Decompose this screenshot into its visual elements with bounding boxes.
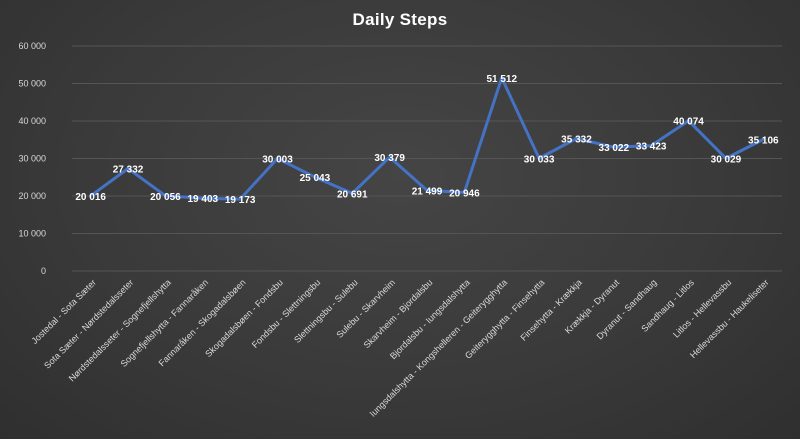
data-point — [126, 167, 130, 171]
x-tick-label: Skarvheim - Bjordalsbu — [362, 277, 435, 350]
data-point — [313, 175, 317, 179]
gridlines — [72, 45, 782, 272]
data-label: 33 423 — [636, 142, 667, 153]
data-point — [761, 137, 765, 141]
data-label: 30 029 — [711, 154, 742, 165]
y-tick-label: 20 000 — [18, 191, 46, 201]
series-line — [89, 76, 765, 201]
y-axis-ticks: 0 10 000 20 000 30 000 40 000 50 000 60 000 — [18, 41, 46, 276]
y-tick-label: 10 000 — [18, 229, 46, 239]
data-point — [649, 144, 653, 148]
data-label: 33 022 — [599, 143, 630, 154]
data-point — [462, 190, 466, 194]
data-point — [89, 194, 93, 198]
data-point — [612, 145, 616, 149]
series-steps — [89, 76, 765, 201]
data-label: 40 074 — [673, 117, 704, 128]
data-point — [687, 119, 691, 123]
x-tick-label: Skogadalsbøen - Fondsbu — [203, 277, 285, 359]
data-label: 35 106 — [748, 135, 779, 146]
data-label: 19 173 — [225, 195, 256, 206]
data-label: 30 033 — [524, 154, 555, 165]
data-point — [724, 156, 728, 160]
data-point — [238, 197, 242, 201]
data-point — [350, 191, 354, 195]
data-label: 51 512 — [486, 74, 517, 85]
data-point — [425, 188, 429, 192]
y-tick-label: 40 000 — [18, 116, 46, 126]
data-label: 35 332 — [561, 135, 592, 146]
x-tick-label: Slettningsbu - Sulebu — [292, 277, 360, 345]
data-label: 20 946 — [449, 188, 480, 199]
data-point — [163, 194, 167, 198]
data-point — [201, 196, 205, 200]
data-label: 27 332 — [113, 165, 144, 176]
x-tick-label: Fondsbu - Slettningsbu — [250, 277, 323, 350]
data-label: 19 403 — [187, 194, 218, 205]
data-label: 20 056 — [150, 192, 181, 203]
data-label: 30 379 — [374, 153, 405, 164]
y-tick-label: 30 000 — [18, 154, 46, 164]
x-tick-label: Iungsdalshytta - Kongshelleren - Geitery… — [368, 277, 509, 418]
data-label: 21 499 — [412, 186, 443, 197]
data-label: 20 016 — [75, 192, 106, 203]
y-tick-label: 0 — [41, 266, 46, 276]
data-labels: 20 016 27 332 20 056 19 403 19 173 30 003 25 0… — [75, 74, 779, 206]
data-point — [574, 137, 578, 141]
y-tick-label: 60 000 — [18, 41, 46, 51]
data-label: 30 003 — [262, 154, 293, 165]
data-point — [537, 156, 541, 160]
data-point — [500, 76, 504, 80]
data-label: 25 043 — [300, 173, 331, 184]
data-label: 20 691 — [337, 189, 368, 200]
data-point — [276, 156, 280, 160]
x-tick-label: Jostedal - Sota Sæter — [29, 277, 98, 346]
y-tick-label: 50 000 — [18, 79, 46, 89]
x-tick-label: Hellevassbu - Haukeliseter — [688, 277, 771, 360]
chart-title: Daily Steps — [352, 10, 448, 29]
data-point — [388, 155, 392, 159]
